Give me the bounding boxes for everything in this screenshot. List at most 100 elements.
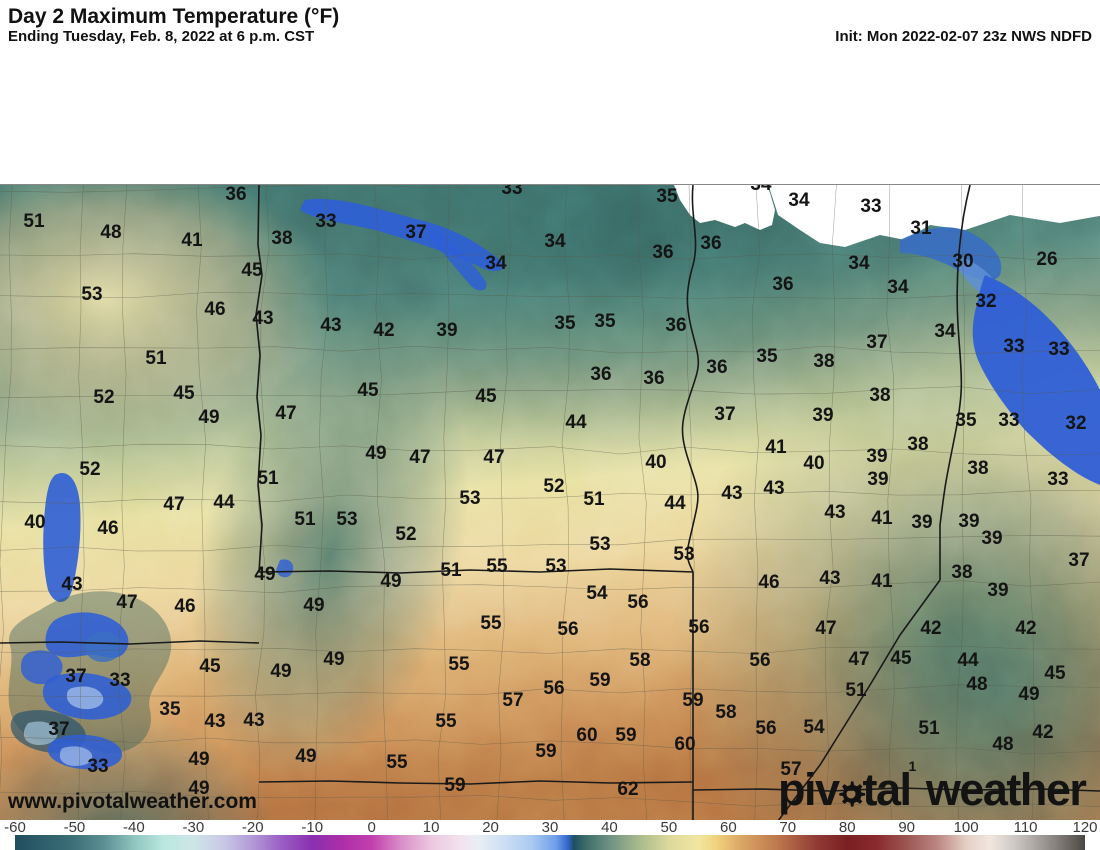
- svg-text:42: 42: [373, 320, 394, 341]
- svg-text:34: 34: [848, 253, 870, 274]
- svg-text:39: 39: [987, 580, 1008, 601]
- svg-text:35: 35: [756, 346, 778, 367]
- svg-text:51: 51: [918, 718, 940, 739]
- svg-text:46: 46: [758, 572, 779, 593]
- svg-text:36: 36: [700, 233, 721, 254]
- svg-text:49: 49: [323, 649, 344, 670]
- svg-text:38: 38: [869, 385, 890, 406]
- svg-text:35: 35: [159, 699, 181, 720]
- svg-text:37: 37: [714, 404, 735, 425]
- svg-text:60: 60: [674, 734, 695, 755]
- svg-text:36: 36: [225, 185, 246, 205]
- svg-text:39: 39: [911, 512, 932, 533]
- svg-text:55: 55: [448, 654, 470, 675]
- svg-text:37: 37: [405, 222, 426, 243]
- svg-text:37: 37: [1068, 550, 1089, 571]
- svg-text:53: 53: [545, 556, 566, 577]
- svg-text:30: 30: [952, 251, 973, 272]
- svg-text:51: 51: [257, 468, 279, 489]
- svg-text:39: 39: [436, 320, 457, 341]
- svg-text:38: 38: [271, 228, 292, 249]
- svg-text:33: 33: [1003, 336, 1024, 357]
- svg-text:49: 49: [365, 443, 386, 464]
- svg-text:45: 45: [357, 380, 379, 401]
- svg-text:56: 56: [557, 619, 578, 640]
- svg-text:38: 38: [813, 351, 834, 372]
- svg-text:53: 53: [589, 534, 610, 555]
- svg-text:41: 41: [871, 508, 893, 529]
- svg-text:43: 43: [243, 710, 264, 731]
- svg-text:58: 58: [715, 702, 736, 723]
- svg-text:41: 41: [765, 437, 787, 458]
- svg-text:35: 35: [955, 410, 977, 431]
- svg-text:42: 42: [920, 618, 941, 639]
- svg-text:56: 56: [627, 592, 648, 613]
- svg-text:38: 38: [951, 562, 972, 583]
- svg-text:33: 33: [1047, 469, 1068, 490]
- svg-text:45: 45: [890, 648, 912, 669]
- svg-text:36: 36: [706, 357, 727, 378]
- svg-text:54: 54: [586, 583, 608, 604]
- svg-text:49: 49: [1018, 684, 1039, 705]
- svg-text:49: 49: [380, 571, 401, 592]
- svg-text:37: 37: [48, 719, 69, 740]
- svg-text:62: 62: [617, 779, 638, 800]
- svg-text:46: 46: [174, 596, 195, 617]
- svg-text:33: 33: [1048, 339, 1069, 360]
- svg-text:41: 41: [871, 571, 893, 592]
- svg-text:43: 43: [252, 308, 273, 329]
- svg-text:51: 51: [583, 489, 605, 510]
- svg-text:53: 53: [459, 488, 480, 509]
- svg-text:36: 36: [772, 274, 793, 295]
- svg-text:60: 60: [576, 725, 597, 746]
- svg-text:43: 43: [204, 711, 225, 732]
- svg-text:42: 42: [1015, 618, 1036, 639]
- svg-text:57: 57: [502, 690, 523, 711]
- svg-text:26: 26: [1036, 249, 1057, 270]
- svg-text:33: 33: [501, 185, 522, 199]
- svg-text:39: 39: [866, 446, 887, 467]
- svg-text:44: 44: [565, 412, 587, 433]
- svg-text:35: 35: [656, 186, 678, 207]
- svg-text:35: 35: [554, 313, 576, 334]
- svg-text:40: 40: [803, 453, 824, 474]
- svg-text:33: 33: [109, 670, 130, 691]
- svg-text:45: 45: [241, 260, 263, 281]
- svg-text:38: 38: [907, 434, 928, 455]
- svg-text:33: 33: [315, 211, 336, 232]
- svg-text:41: 41: [181, 230, 203, 251]
- svg-text:39: 39: [958, 511, 979, 532]
- svg-text:59: 59: [444, 775, 465, 796]
- svg-text:48: 48: [992, 734, 1013, 755]
- svg-text:58: 58: [629, 650, 650, 671]
- svg-text:48: 48: [100, 222, 121, 243]
- svg-text:46: 46: [204, 299, 225, 320]
- svg-text:49: 49: [270, 661, 291, 682]
- svg-text:45: 45: [199, 656, 221, 677]
- svg-text:42: 42: [1032, 722, 1053, 743]
- svg-text:33: 33: [998, 410, 1019, 431]
- svg-text:32: 32: [975, 291, 996, 312]
- svg-text:51: 51: [845, 680, 867, 701]
- svg-text:39: 39: [812, 405, 833, 426]
- svg-text:35: 35: [594, 311, 616, 332]
- svg-text:51: 51: [294, 509, 316, 530]
- svg-text:56: 56: [543, 678, 564, 699]
- svg-text:56: 56: [755, 718, 776, 739]
- svg-text:38: 38: [967, 458, 988, 479]
- svg-text:59: 59: [535, 741, 556, 762]
- svg-text:43: 43: [320, 315, 341, 336]
- svg-text:39: 39: [981, 528, 1002, 549]
- svg-text:51: 51: [145, 348, 167, 369]
- svg-text:49: 49: [295, 746, 316, 767]
- svg-text:36: 36: [643, 368, 664, 389]
- svg-text:40: 40: [645, 452, 666, 473]
- svg-text:48: 48: [966, 674, 987, 695]
- svg-text:34: 34: [887, 277, 909, 298]
- svg-text:31: 31: [910, 218, 932, 239]
- svg-text:34: 34: [750, 185, 772, 195]
- svg-text:44: 44: [664, 493, 686, 514]
- svg-text:52: 52: [395, 524, 416, 545]
- svg-text:51: 51: [440, 560, 462, 581]
- svg-text:43: 43: [61, 574, 82, 595]
